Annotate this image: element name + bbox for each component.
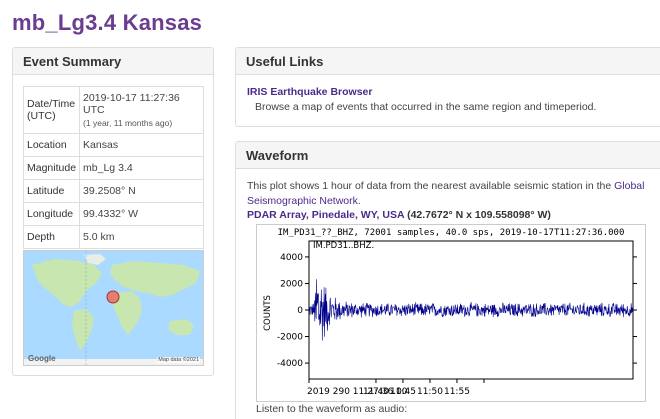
x-tick-label: 11:45: [390, 387, 416, 397]
latitude-label: Latitude: [22, 179, 81, 203]
longitude-label: Longitude: [22, 202, 81, 226]
waveform-chart: IM_PD31_??_BHZ, 72001 samples, 40.0 sps,…: [263, 228, 637, 397]
table-row: Date/Time (UTC) 2019-10-17 11:27:36 UTC …: [22, 86, 204, 134]
location-label: Location: [22, 133, 81, 157]
event-map[interactable]: Google Map data ©2021: [23, 250, 204, 366]
waveform-heading: Waveform: [236, 142, 660, 169]
event-summary-table: Date/Time (UTC) 2019-10-17 11:27:36 UTC …: [22, 86, 204, 249]
table-row: Depth 5.0 km: [22, 225, 204, 249]
seismic-trace: [308, 279, 634, 341]
station-line: PDAR Array, Pinedale, WY, USA (42.7672° …: [247, 209, 551, 221]
google-logo: Google: [28, 354, 56, 363]
datetime-label: Date/Time (UTC): [22, 86, 81, 134]
chart-title: IM_PD31_??_BHZ, 72001 samples, 40.0 sps,…: [278, 228, 625, 238]
useful-links-panel: Useful Links IRIS Earthquake Browser Bro…: [235, 47, 660, 127]
y-tick-label: 4000: [280, 253, 303, 263]
x-tick-label: 11:55: [444, 387, 470, 397]
audio-label: Listen to the waveform as audio:: [256, 403, 408, 415]
iris-browser-description: Browse a map of events that occurred in …: [255, 101, 597, 113]
event-summary-heading: Event Summary: [13, 48, 213, 75]
y-tick-label: 0: [297, 306, 303, 316]
depth-label: Depth: [22, 225, 81, 249]
waveform-plot: IM_PD31_??_BHZ, 72001 samples, 40.0 sps,…: [256, 224, 646, 402]
x-tick-label: 2019 290 11:27:36.00: [307, 387, 408, 397]
event-summary-panel: Event Summary Date/Time (UTC) 2019-10-17…: [12, 47, 214, 376]
station-link[interactable]: PDAR Array, Pinedale, WY, USA: [247, 209, 405, 221]
useful-links-heading: Useful Links: [236, 48, 660, 75]
table-row: Longitude 99.4332° W: [22, 202, 204, 226]
x-tick-label: 11:40: [363, 387, 389, 397]
waveform-intro-end: .: [357, 195, 361, 207]
datetime-relative: (1 year, 11 months ago): [83, 118, 173, 128]
location-value: Kansas: [79, 133, 204, 157]
magnitude-value: mb_Lg 3.4: [79, 156, 204, 180]
gsn-link[interactable]: Global Seismographic Network: [247, 180, 645, 207]
table-row: Location Kansas: [22, 133, 204, 157]
y-tick-label: -4000: [277, 359, 303, 369]
table-row: Latitude 39.2508° N: [22, 179, 204, 203]
iris-browser-link[interactable]: IRIS Earthquake Browser: [247, 86, 373, 98]
datetime-value: 2019-10-17 11:27:36 UTC: [83, 92, 180, 116]
longitude-value: 99.4332° W: [79, 202, 204, 226]
datetime-cell: 2019-10-17 11:27:36 UTC (1 year, 11 mont…: [79, 86, 204, 134]
depth-value: 5.0 km: [79, 225, 204, 249]
event-marker[interactable]: [24, 251, 204, 366]
magnitude-label: Magnitude: [22, 156, 81, 180]
station-coords: (42.7672° N x 109.558098° W): [407, 209, 551, 221]
waveform-intro-text: This plot shows 1 hour of data from the …: [247, 180, 615, 192]
trace-label: IM.PD31..BHZ.: [313, 241, 374, 251]
page-title: mb_Lg3.4 Kansas: [12, 10, 203, 35]
table-row: Magnitude mb_Lg 3.4: [22, 156, 204, 180]
y-axis-label: COUNTS: [263, 295, 273, 331]
y-tick-label: 2000: [280, 279, 303, 289]
x-tick-label: 11:50: [417, 387, 443, 397]
y-tick-label: -2000: [277, 333, 303, 343]
waveform-intro: This plot shows 1 hour of data from the …: [247, 179, 652, 209]
latitude-value: 39.2508° N: [79, 179, 204, 203]
waveform-panel: Waveform This plot shows 1 hour of data …: [235, 141, 660, 419]
map-credit: Map data ©2021: [157, 357, 200, 363]
